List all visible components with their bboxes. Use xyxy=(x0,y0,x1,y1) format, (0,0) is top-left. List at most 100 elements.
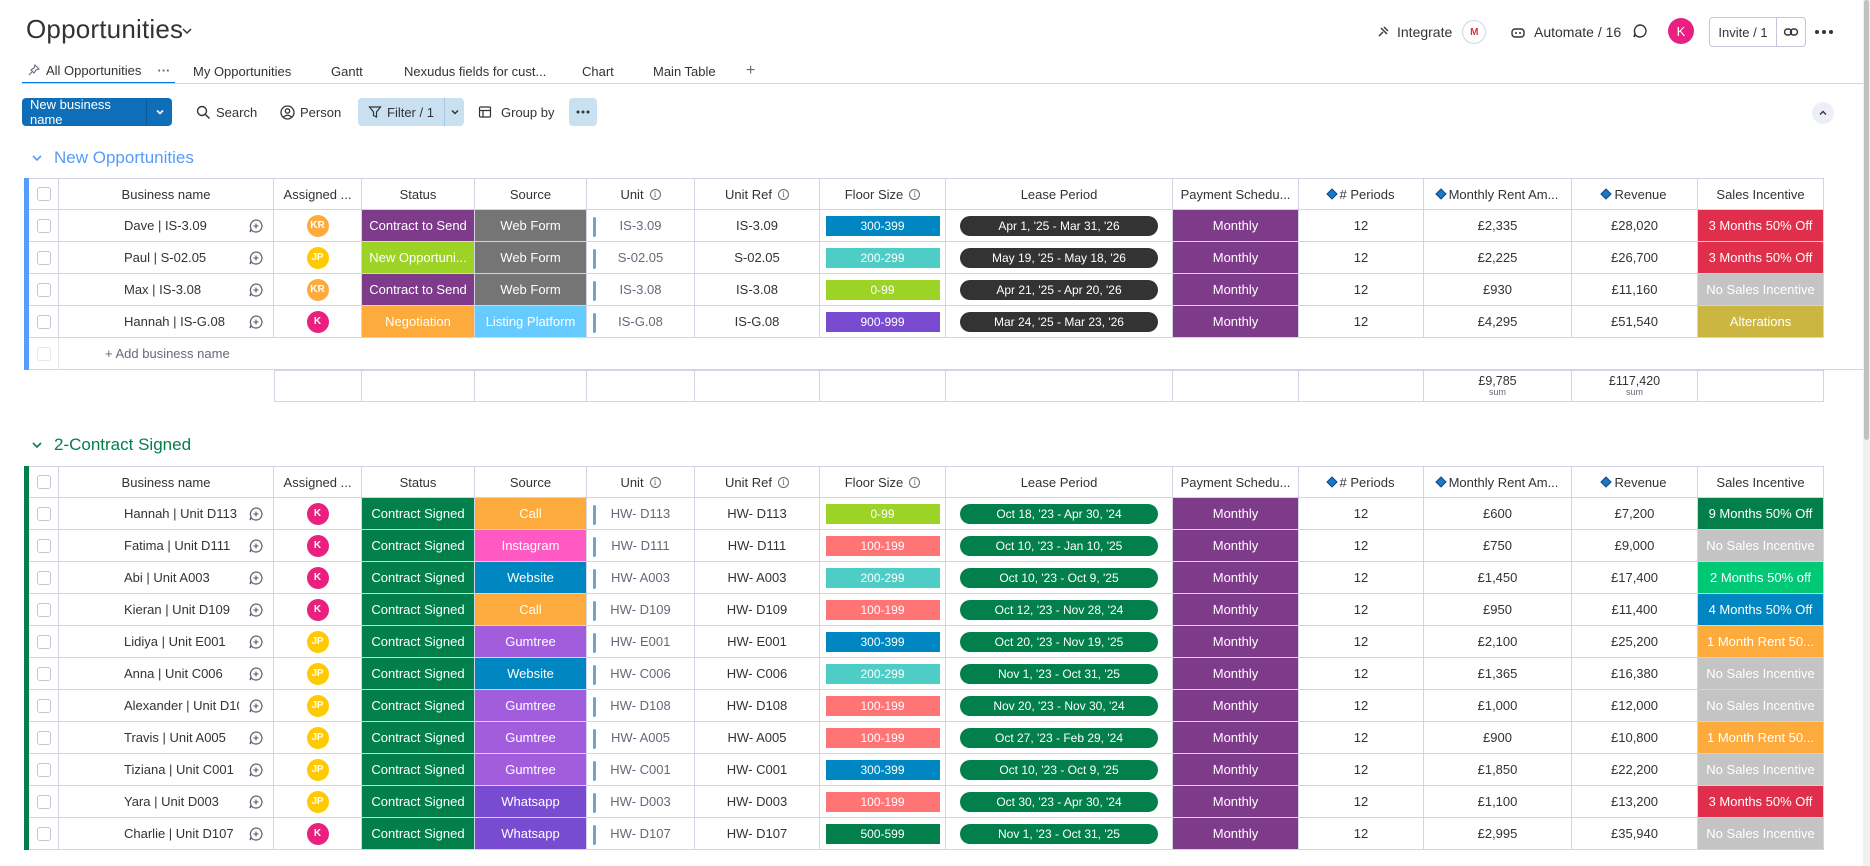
lease-period-cell[interactable]: Oct 30, '23 - Apr 30, '24 xyxy=(946,786,1173,818)
add-update-icon[interactable] xyxy=(248,282,264,298)
lease-period-cell[interactable]: Nov 20, '23 - Nov 30, '24 xyxy=(946,690,1173,722)
assigned-cell[interactable]: JP xyxy=(274,690,362,722)
assigned-cell[interactable]: KR xyxy=(274,210,362,242)
unit-cell[interactable]: HW- C001 xyxy=(587,754,695,786)
info-icon[interactable]: i xyxy=(909,476,921,488)
row-checkbox[interactable] xyxy=(36,826,51,841)
unit-ref-cell[interactable]: IS-G.08 xyxy=(695,306,820,338)
avatar[interactable]: JP xyxy=(306,726,329,749)
business-name[interactable]: Alexander | Unit D108 xyxy=(59,690,239,722)
lease-period-cell[interactable]: Oct 20, '23 - Nov 19, '25 xyxy=(946,626,1173,658)
info-icon[interactable]: i xyxy=(909,188,921,200)
avatar[interactable]: JP xyxy=(306,630,329,653)
status-cell[interactable]: Contract Signed xyxy=(362,818,475,850)
sales-incentive-cell[interactable]: No Sales Incentive xyxy=(1698,818,1824,850)
business-name[interactable]: Anna | Unit C006 xyxy=(59,658,239,690)
sales-incentive-cell[interactable]: No Sales Incentive xyxy=(1698,658,1824,690)
select-all-checkbox[interactable] xyxy=(36,187,51,201)
assigned-cell[interactable]: JP xyxy=(274,722,362,754)
tab-menu-icon[interactable]: ··· xyxy=(157,62,171,78)
payment-schedule-cell[interactable]: Monthly xyxy=(1173,754,1299,786)
avatar[interactable]: JP xyxy=(306,246,329,269)
avatar[interactable]: K xyxy=(306,534,329,557)
unit-ref-cell[interactable]: HW- A005 xyxy=(695,722,820,754)
unit-cell[interactable]: S-02.05 xyxy=(587,242,695,274)
business-name[interactable]: Fatima | Unit D111 xyxy=(59,530,239,562)
sales-incentive-cell[interactable]: No Sales Incentive xyxy=(1698,754,1824,786)
sales-incentive-cell[interactable]: 3 Months 50% Off xyxy=(1698,786,1824,818)
unit-cell[interactable]: HW- A005 xyxy=(587,722,695,754)
unit-ref-cell[interactable]: HW- D113 xyxy=(695,498,820,530)
tab-gantt[interactable]: Gantt xyxy=(331,63,363,79)
unit-cell[interactable]: IS-3.08 xyxy=(587,274,695,306)
row-checkbox[interactable] xyxy=(36,250,51,265)
row-checkbox-cell[interactable] xyxy=(29,530,59,562)
business-name[interactable]: Max | IS-3.08 xyxy=(59,274,239,306)
floor-size-cell[interactable]: 100-199 xyxy=(820,530,946,562)
table-row[interactable]: Anna | Unit C006 JP Contract Signed Website… xyxy=(24,658,1864,690)
assigned-cell[interactable]: K xyxy=(274,594,362,626)
business-name[interactable]: Charlie | Unit D107 xyxy=(59,818,239,850)
table-row[interactable]: Paul | S-02.05 JP New Opportuni... Web Form… xyxy=(24,242,1864,274)
avatar[interactable]: K xyxy=(306,502,329,525)
sales-incentive-cell[interactable]: 3 Months 50% Off xyxy=(1698,242,1824,274)
business-name[interactable]: Abi | Unit A003 xyxy=(59,562,239,594)
column-header[interactable]: Revenue xyxy=(1572,466,1698,498)
row-checkbox[interactable] xyxy=(36,698,51,713)
lease-period-cell[interactable]: Apr 21, '25 - Apr 20, '26 xyxy=(946,274,1173,306)
select-all-checkbox[interactable] xyxy=(36,475,51,489)
conversation-cell[interactable] xyxy=(239,786,274,818)
add-update-icon[interactable] xyxy=(248,698,264,714)
row-checkbox-cell[interactable] xyxy=(29,210,59,242)
add-update-icon[interactable] xyxy=(248,314,264,330)
copy-link-button[interactable] xyxy=(1776,17,1806,47)
floor-size-cell[interactable]: 0-99 xyxy=(820,274,946,306)
more-options-button[interactable] xyxy=(1812,22,1836,42)
status-cell[interactable]: Contract Signed xyxy=(362,530,475,562)
status-cell[interactable]: Contract Signed xyxy=(362,754,475,786)
sales-incentive-cell[interactable]: 2 Months 50% off xyxy=(1698,562,1824,594)
board-title[interactable]: Opportunities xyxy=(26,14,184,44)
lease-period-cell[interactable]: Apr 1, '25 - Mar 31, '26 xyxy=(946,210,1173,242)
source-cell[interactable]: Gumtree xyxy=(475,626,587,658)
conversation-cell[interactable] xyxy=(239,562,274,594)
select-all-checkbox-cell[interactable] xyxy=(29,178,59,210)
row-checkbox[interactable] xyxy=(36,314,51,329)
status-cell[interactable]: Contract to Send xyxy=(362,274,475,306)
source-cell[interactable]: Website xyxy=(475,658,587,690)
lease-period-cell[interactable]: Nov 1, '23 - Oct 31, '25 xyxy=(946,658,1173,690)
column-header[interactable]: Source xyxy=(475,466,587,498)
floor-size-cell[interactable]: 200-299 xyxy=(820,658,946,690)
column-header[interactable]: Unit i xyxy=(587,466,695,498)
payment-schedule-cell[interactable]: Monthly xyxy=(1173,498,1299,530)
row-checkbox[interactable] xyxy=(36,538,51,553)
assigned-cell[interactable]: JP xyxy=(274,786,362,818)
invite-button[interactable]: Invite / 1 xyxy=(1709,17,1777,47)
business-name[interactable]: Hannah | IS-G.08 xyxy=(59,306,239,338)
source-cell[interactable]: Web Form xyxy=(475,210,587,242)
lease-period-cell[interactable]: Oct 27, '23 - Feb 29, '24 xyxy=(946,722,1173,754)
payment-schedule-cell[interactable]: Monthly xyxy=(1173,658,1299,690)
add-view-button[interactable]: + xyxy=(746,62,756,79)
chat-icon[interactable] xyxy=(1632,23,1648,39)
info-icon[interactable]: i xyxy=(649,188,661,200)
unit-ref-cell[interactable]: HW- D108 xyxy=(695,690,820,722)
column-header[interactable]: Sales Incentive xyxy=(1698,466,1824,498)
avatar[interactable]: K xyxy=(306,822,329,845)
unit-cell[interactable]: HW- D113 xyxy=(587,498,695,530)
status-cell[interactable]: Contract Signed xyxy=(362,690,475,722)
avatar[interactable]: KR xyxy=(306,278,329,301)
group-by-button[interactable]: Group by xyxy=(478,98,554,126)
conversation-cell[interactable] xyxy=(239,210,274,242)
source-cell[interactable]: Gumtree xyxy=(475,722,587,754)
row-checkbox-cell[interactable] xyxy=(29,562,59,594)
status-cell[interactable]: Contract Signed xyxy=(362,562,475,594)
conversation-cell[interactable] xyxy=(239,754,274,786)
avatar[interactable]: JP xyxy=(306,758,329,781)
sales-incentive-cell[interactable]: No Sales Incentive xyxy=(1698,530,1824,562)
info-icon[interactable]: i xyxy=(777,188,789,200)
lease-period-cell[interactable]: Nov 1, '23 - Oct 31, '25 xyxy=(946,818,1173,850)
row-checkbox[interactable] xyxy=(36,634,51,649)
row-checkbox[interactable] xyxy=(36,506,51,521)
conversation-cell[interactable] xyxy=(239,530,274,562)
